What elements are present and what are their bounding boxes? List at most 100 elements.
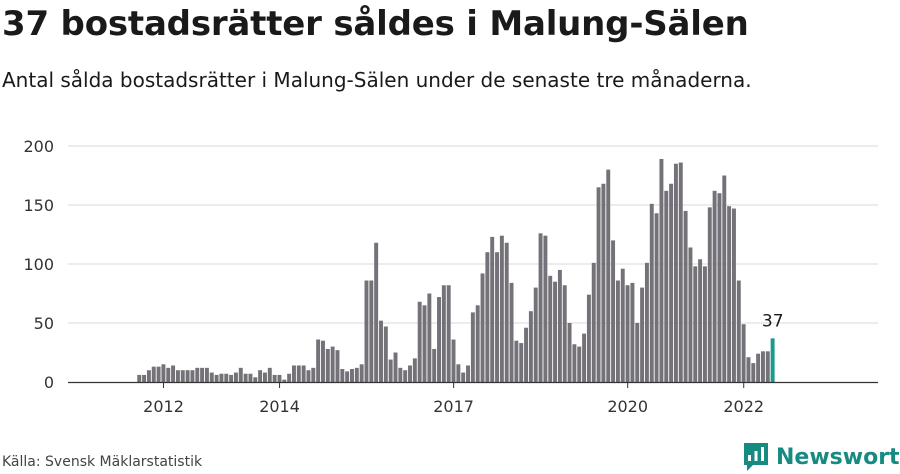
bar [611, 240, 616, 382]
newsworthy-logo-icon [744, 443, 768, 471]
x-axis: 2012 2014 2017 2020 2022 [68, 381, 878, 416]
bar [678, 162, 683, 382]
bar [688, 247, 693, 382]
bar [698, 259, 703, 382]
bar [673, 163, 678, 382]
data-label-last: 37 [762, 311, 784, 331]
bar [321, 340, 325, 382]
y-tick-label: 200 [23, 137, 54, 156]
bar [229, 374, 234, 382]
bar [596, 187, 601, 382]
bar [475, 305, 480, 382]
bar [601, 183, 606, 382]
bar [495, 252, 500, 382]
bar [292, 365, 296, 382]
bar [151, 366, 156, 382]
bar [722, 175, 727, 382]
bar [369, 280, 374, 382]
bar [615, 280, 620, 382]
bar [746, 357, 751, 382]
bar [161, 364, 166, 382]
bar [156, 366, 161, 382]
bar [204, 367, 209, 382]
bar [712, 190, 717, 382]
y-tick-label: 100 [23, 255, 54, 274]
bar [437, 297, 441, 382]
bar [635, 323, 640, 382]
bar [765, 351, 770, 382]
bar [770, 338, 775, 382]
bar [306, 370, 311, 382]
bar [582, 333, 587, 382]
bar [528, 311, 533, 382]
bar [137, 374, 142, 382]
x-tick-label: 2020 [607, 397, 648, 416]
bar [736, 280, 741, 382]
bar [359, 364, 364, 382]
bars [137, 158, 775, 382]
bar [335, 350, 340, 382]
bar [461, 372, 466, 382]
bar [490, 236, 495, 382]
bar [644, 262, 649, 382]
bar [756, 353, 761, 382]
brand-logo: Newsworthy [744, 442, 900, 472]
bar [727, 206, 732, 382]
bar [543, 235, 548, 382]
bar [267, 367, 272, 382]
bar [248, 373, 253, 382]
y-tick-label: 150 [23, 196, 54, 215]
bar [446, 285, 451, 382]
bar [717, 193, 722, 382]
bar [669, 183, 674, 382]
bar [364, 280, 369, 382]
bar [427, 293, 432, 382]
bar [142, 374, 147, 382]
bar [408, 365, 412, 382]
bar [146, 370, 151, 382]
bar [311, 367, 316, 382]
bar [693, 266, 698, 382]
bar [238, 367, 243, 382]
bar [625, 285, 630, 382]
bar [180, 370, 185, 382]
bar [586, 294, 591, 382]
bar [640, 287, 645, 382]
bar [350, 369, 354, 382]
bar [524, 327, 529, 382]
bar [277, 374, 282, 382]
bar [760, 351, 765, 382]
bar [379, 320, 383, 382]
bar [533, 287, 538, 382]
bar [282, 379, 287, 382]
bar [480, 273, 485, 382]
bar [509, 282, 514, 382]
bar [243, 373, 248, 382]
bar [316, 339, 321, 382]
bar [195, 367, 200, 382]
bar [731, 208, 736, 382]
bar [422, 305, 427, 382]
bar [751, 363, 756, 382]
source-note: Källa: Svensk Mäklarstatistik [2, 454, 203, 470]
bar [707, 207, 712, 382]
bar [383, 326, 388, 382]
bar [620, 268, 625, 382]
bar [553, 281, 558, 382]
bar [577, 346, 582, 382]
bar [393, 352, 398, 382]
bar [664, 190, 669, 382]
bar [606, 169, 611, 382]
bar [514, 340, 519, 382]
bar [417, 301, 422, 382]
bar [562, 285, 567, 382]
bar [345, 371, 350, 382]
bar [301, 365, 306, 382]
bar [185, 370, 190, 382]
bar [683, 210, 688, 382]
bar [287, 373, 292, 382]
bar [200, 367, 205, 382]
chart-title: 37 bostadsrätter såldes i Malung-Sälen [2, 4, 749, 44]
bar [470, 312, 475, 382]
brand-name: Newsworthy [776, 444, 900, 470]
